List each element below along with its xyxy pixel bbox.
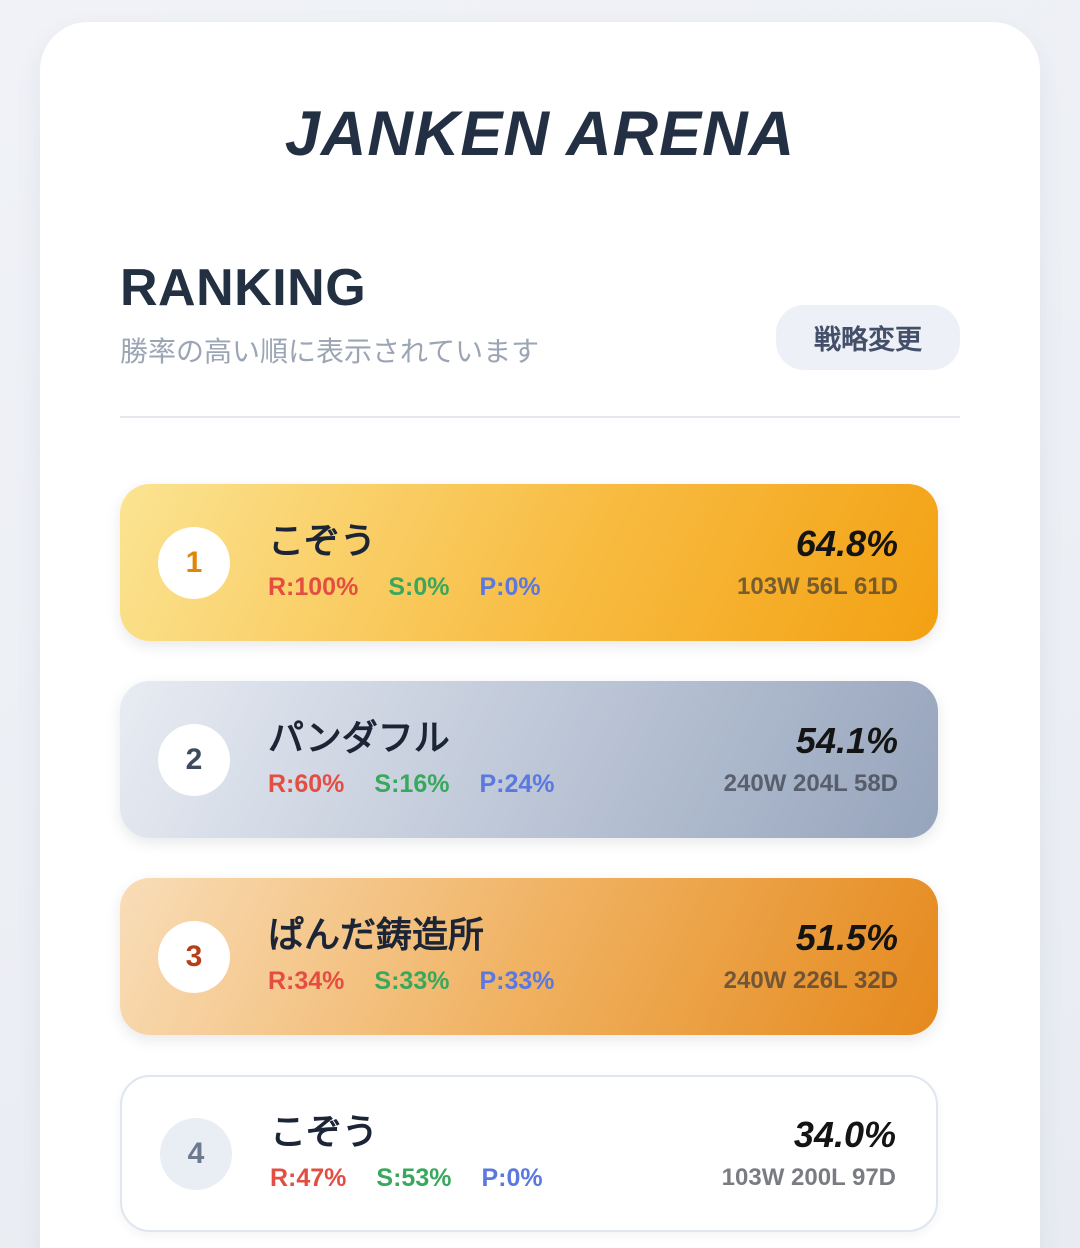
rank-badge: 1	[158, 526, 230, 599]
ranking-card[interactable]: 3 ぱんだ鋳造所 R:34% S:33% P:33% 51.5% 240W 22…	[120, 878, 938, 1035]
scissors-stat: S:16%	[374, 770, 450, 798]
win-loss-record: 240W 226L 32D	[723, 967, 898, 994]
ranking-header: RANKING 勝率の高い順に表示されています 戦略変更	[120, 262, 960, 370]
player-info: こぞう R:100% S:0% P:0%	[268, 523, 541, 602]
rank-badge: 3	[158, 920, 230, 993]
rank-badge: 2	[158, 723, 230, 796]
player-info: ぱんだ鋳造所 R:34% S:33% P:33%	[268, 917, 555, 996]
paper-stat: P:33%	[479, 967, 555, 995]
scissors-stat: S:33%	[374, 967, 450, 995]
rank-number: 1	[185, 545, 203, 579]
hand-stats: R:47% S:53% P:0%	[270, 1164, 543, 1193]
divider	[120, 416, 960, 418]
ranking-card[interactable]: 2 パンダフル R:60% S:16% P:24% 54.1% 240W 204…	[120, 681, 938, 838]
rock-stat: R:100%	[268, 573, 359, 601]
player-name: こぞう	[268, 520, 377, 561]
rock-stat: R:47%	[270, 1164, 347, 1192]
scissors-stat: S:53%	[376, 1164, 452, 1192]
rank-number: 4	[187, 1136, 205, 1170]
player-info: パンダフル R:60% S:16% P:24%	[268, 720, 555, 799]
win-rate: 64.8%	[795, 523, 898, 564]
result-stats: 54.1% 240W 204L 58D	[724, 723, 898, 796]
win-loss-record: 240W 204L 58D	[723, 770, 898, 797]
ranking-subtitle: 勝率の高い順に表示されています	[120, 336, 540, 367]
player-name: ぱんだ鋳造所	[268, 914, 485, 955]
main-panel: JANKEN ARENA RANKING 勝率の高い順に表示されています 戦略変…	[40, 22, 1040, 1248]
ranking-card[interactable]: 4 こぞう R:47% S:53% P:0% 34.0% 103W 200L 9…	[120, 1075, 938, 1232]
rock-stat: R:34%	[268, 967, 345, 995]
player-name: こぞう	[270, 1111, 379, 1152]
paper-stat: P:0%	[479, 573, 541, 601]
rock-stat: R:60%	[268, 770, 345, 798]
hand-stats: R:34% S:33% P:33%	[268, 967, 555, 996]
win-loss-record: 103W 200L 97D	[721, 1164, 896, 1191]
page-title: RANKING	[120, 259, 367, 317]
player-name: パンダフル	[268, 717, 450, 758]
win-rate: 51.5%	[795, 917, 898, 958]
hand-stats: R:60% S:16% P:24%	[268, 770, 555, 799]
hand-stats: R:100% S:0% P:0%	[268, 573, 541, 602]
result-stats: 64.8% 103W 56L 61D	[737, 526, 898, 599]
rank-number: 2	[185, 742, 203, 776]
win-loss-record: 103W 56L 61D	[737, 573, 898, 600]
result-stats: 51.5% 240W 226L 32D	[724, 920, 898, 993]
app-title: JANKEN ARENA	[284, 99, 796, 169]
win-rate: 54.1%	[795, 720, 898, 761]
player-info: こぞう R:47% S:53% P:0%	[270, 1114, 543, 1193]
paper-stat: P:0%	[481, 1164, 543, 1192]
result-stats: 34.0% 103W 200L 97D	[722, 1117, 896, 1190]
ranking-card[interactable]: 1 こぞう R:100% S:0% P:0% 64.8% 103W 56L 61…	[120, 484, 938, 641]
rank-badge: 4	[160, 1117, 232, 1190]
rank-number: 3	[185, 939, 203, 973]
ranking-header-text: RANKING 勝率の高い順に表示されています	[120, 262, 539, 370]
paper-stat: P:24%	[479, 770, 555, 798]
strategy-change-button[interactable]: 戦略変更	[776, 305, 960, 370]
win-rate: 34.0%	[793, 1114, 896, 1155]
ranking-list: 1 こぞう R:100% S:0% P:0% 64.8% 103W 56L 61…	[120, 484, 960, 1232]
scissors-stat: S:0%	[388, 573, 450, 601]
